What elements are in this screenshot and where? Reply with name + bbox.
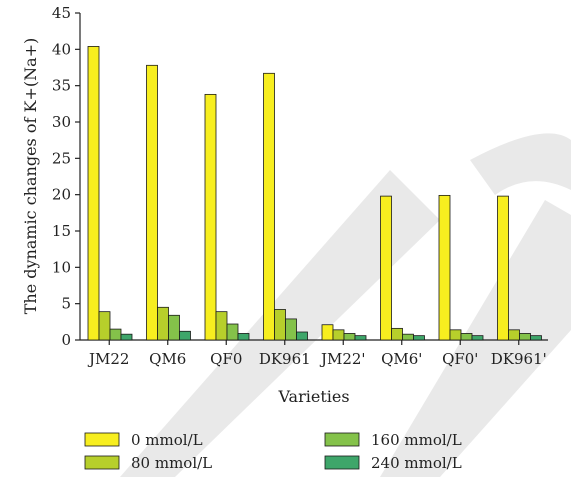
x-tick-label: QF0' (442, 350, 478, 368)
bar (354, 335, 367, 341)
bar (497, 195, 509, 341)
bar (332, 329, 345, 341)
bar (343, 333, 356, 341)
bar (391, 327, 403, 341)
y-axis-ticks: 0 5 10 15 20 25 30 35 40 45 (52, 4, 80, 349)
bars (87, 46, 542, 341)
bar (146, 64, 158, 341)
bar (226, 323, 239, 341)
bar (471, 335, 484, 341)
bar (380, 195, 392, 341)
legend-swatch (324, 455, 360, 470)
bar (508, 329, 520, 341)
y-tick-label: 15 (52, 222, 71, 240)
bar (274, 309, 286, 341)
x-tick-label: QM6 (149, 350, 186, 368)
bar (179, 330, 191, 341)
y-tick-label: 25 (52, 149, 71, 167)
bar (296, 331, 308, 341)
bar (157, 306, 169, 341)
legend-label: 0 mmol/L (131, 431, 203, 449)
x-tick-label: DK961 (259, 350, 311, 368)
bar (285, 318, 297, 341)
bar (109, 328, 122, 341)
legend-swatch (84, 432, 120, 447)
bar (204, 93, 217, 341)
bar (449, 329, 462, 341)
x-tick-label: JM22 (87, 350, 129, 368)
x-tick-label: DK961' (491, 350, 547, 368)
y-tick-label: 0 (61, 331, 71, 349)
y-tick-label: 35 (52, 77, 71, 95)
y-tick-label: 45 (52, 4, 71, 22)
y-tick-label: 10 (52, 258, 71, 276)
bar (120, 333, 133, 341)
x-tick-label: QM6' (381, 350, 422, 368)
legend-label: 240 mmol/L (371, 454, 462, 472)
y-tick-label: 20 (52, 186, 71, 204)
y-tick-label: 5 (61, 295, 71, 313)
bar (519, 333, 531, 341)
bar (413, 335, 425, 341)
bar (215, 311, 228, 341)
bar (168, 314, 180, 341)
legend-swatch (324, 432, 360, 447)
x-tick-label: JM22' (319, 350, 366, 368)
bar (402, 333, 414, 341)
x-axis-title: Varieties (277, 387, 349, 406)
bar (460, 333, 473, 341)
y-tick-label: 40 (52, 40, 71, 58)
bar (321, 324, 334, 341)
x-tick-label: QF0 (210, 350, 242, 368)
y-axis-title: The dynamic changes of K+(Na+) (21, 38, 40, 315)
legend-label: 80 mmol/L (131, 454, 212, 472)
bar (438, 194, 451, 341)
legend: 0 mmol/L 160 mmol/L 80 mmol/L 240 mmol/L (84, 431, 462, 472)
bar (87, 46, 100, 341)
bar (263, 72, 275, 341)
y-tick-label: 30 (52, 113, 71, 131)
x-axis-ticks: JM22 QM6 QF0 DK961 JM22' QM6' QF0' DK961' (87, 340, 547, 368)
bar (237, 333, 250, 341)
bar (98, 311, 111, 341)
legend-swatch (84, 455, 120, 470)
legend-label: 160 mmol/L (371, 431, 462, 449)
bar (530, 335, 542, 341)
